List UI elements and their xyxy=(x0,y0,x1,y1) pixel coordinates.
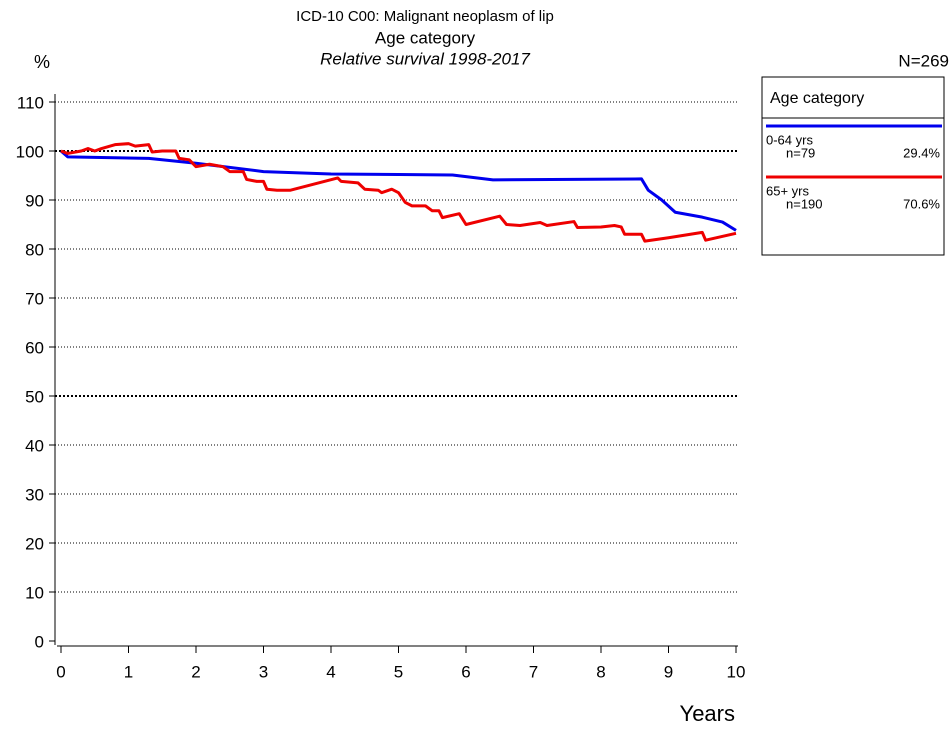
chart-subtitle: Age category xyxy=(375,28,476,47)
x-tick-label: 7 xyxy=(529,662,538,681)
x-tick-label: 0 xyxy=(56,662,65,681)
x-tick-label: 2 xyxy=(191,662,200,681)
x-axis-label: Years xyxy=(680,701,735,726)
survival-line xyxy=(60,142,737,243)
y-tick-label: 80 xyxy=(25,240,44,259)
x-tick-label: 1 xyxy=(124,662,133,681)
x-tick-label: 10 xyxy=(727,662,746,681)
legend-label: 0-64 yrs xyxy=(766,132,813,147)
y-tick-label: 40 xyxy=(25,436,44,455)
y-tick-label: 110 xyxy=(17,93,44,112)
y-tick-label: 30 xyxy=(25,485,44,504)
legend-label: 65+ yrs xyxy=(766,183,809,198)
y-tick-label: 70 xyxy=(25,289,44,308)
y-axis-label: % xyxy=(34,52,50,72)
x-tick-label: 8 xyxy=(596,662,605,681)
legend-percent: 29.4% xyxy=(903,145,940,160)
legend-count: n=190 xyxy=(786,196,823,211)
y-tick-label: 90 xyxy=(25,191,44,210)
legend-count: n=79 xyxy=(786,145,815,160)
chart-title: ICD-10 C00: Malignant neoplasm of lip xyxy=(296,8,554,25)
survival-line xyxy=(60,149,737,232)
x-tick-label: 3 xyxy=(259,662,268,681)
legend-percent: 70.6% xyxy=(903,196,940,211)
y-tick-label: 20 xyxy=(25,534,44,553)
y-tick-label: 10 xyxy=(25,583,44,602)
total-count: N=269 xyxy=(898,51,949,70)
y-tick-label: 50 xyxy=(25,387,44,406)
y-tick-label: 0 xyxy=(35,632,44,651)
x-tick-label: 9 xyxy=(664,662,673,681)
legend-box xyxy=(761,76,945,256)
x-tick-label: 5 xyxy=(394,662,403,681)
y-tick-label: 60 xyxy=(25,338,44,357)
x-tick-label: 4 xyxy=(326,662,335,681)
legend-title: Age category xyxy=(770,90,864,107)
chart-note: Relative survival 1998-2017 xyxy=(320,49,530,68)
y-tick-label: 100 xyxy=(16,142,44,161)
x-tick-label: 6 xyxy=(461,662,470,681)
